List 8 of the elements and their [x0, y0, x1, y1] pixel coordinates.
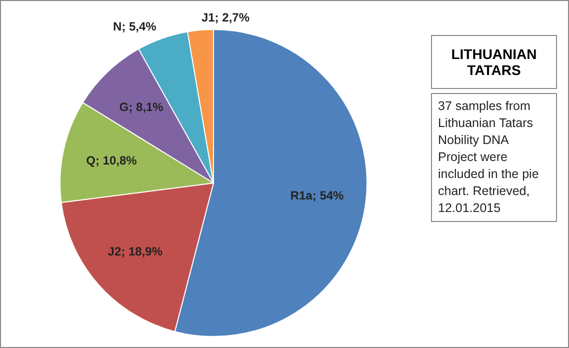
text: 37 samples from Lithuanian Tatars Nobility DNA Project were included in the pie chart. Retrieved, 12.01.2015 — [431, 93, 557, 222]
slice-label: N; 5,4% — [113, 19, 157, 34]
slice-label: J2; 18,9% — [108, 244, 163, 258]
text: LITHUANIAN TATARS — [431, 35, 557, 89]
slice-label: G; 8,1% — [119, 100, 164, 114]
slice-label: Q; 10,8% — [86, 153, 138, 168]
slice-label: R1a; 54% — [290, 188, 344, 203]
slice-label: J1; 2,7% — [201, 10, 250, 24]
